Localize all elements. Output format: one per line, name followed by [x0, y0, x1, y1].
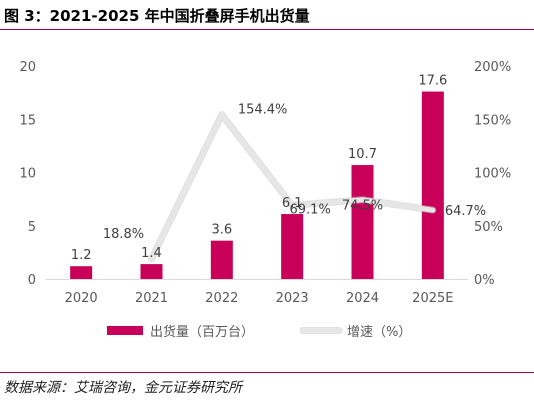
bar	[281, 214, 304, 279]
x-category-label: 2021	[135, 291, 168, 306]
legend-label-growth: 增速（%）	[347, 325, 411, 340]
x-category-label: 2023	[276, 291, 309, 306]
bar-value-label: 6.1	[282, 196, 303, 211]
bar	[351, 165, 374, 279]
bar	[70, 266, 93, 279]
y-left-tick-label: 15	[19, 113, 36, 128]
y-left-tick-label: 10	[19, 167, 36, 182]
y-right-tick-label: 0%	[474, 273, 495, 288]
bar-value-label: 3.6	[211, 223, 232, 238]
footer-divider	[0, 372, 534, 373]
y-left-tick-label: 20	[19, 60, 36, 75]
growth-value-label: 74.5%	[342, 199, 383, 214]
y-left-tick-label: 0	[28, 273, 36, 288]
y-right-tick-label: 200%	[474, 60, 511, 75]
bar-value-label: 1.4	[141, 246, 162, 261]
bar-value-label: 1.2	[71, 248, 92, 263]
bar-value-label: 17.6	[418, 74, 447, 89]
x-category-label: 2022	[205, 291, 238, 306]
x-category-label: 2020	[65, 291, 98, 306]
x-category-label: 2025E	[412, 291, 453, 306]
title-divider	[0, 29, 534, 30]
legend-swatch-shipments	[107, 326, 143, 335]
growth-value-label: 18.8%	[103, 227, 144, 242]
y-right-tick-label: 150%	[474, 113, 511, 128]
bar-value-label: 10.7	[348, 147, 377, 162]
figure-title: 图 3：2021-2025 年中国折叠屏手机出货量	[4, 7, 310, 25]
y-right-tick-label: 50%	[474, 220, 503, 235]
growth-value-label: 64.7%	[445, 204, 486, 219]
growth-line	[149, 112, 436, 262]
growth-value-label: 154.4%	[238, 103, 288, 118]
legend-label-shipments: 出货量（百万台）	[150, 324, 254, 340]
growth-value-label: 69.1%	[290, 202, 331, 217]
x-category-label: 2024	[346, 291, 379, 306]
y-left-tick-label: 5	[28, 220, 36, 235]
figure-header: 图 3：2021-2025 年中国折叠屏手机出货量	[0, 0, 534, 28]
y-right-tick-label: 100%	[474, 167, 511, 182]
data-source-note: 数据来源：艾瑞咨询，金元证券研究所	[4, 380, 242, 396]
bar	[140, 264, 163, 279]
bar	[421, 91, 444, 279]
bar	[210, 240, 233, 279]
